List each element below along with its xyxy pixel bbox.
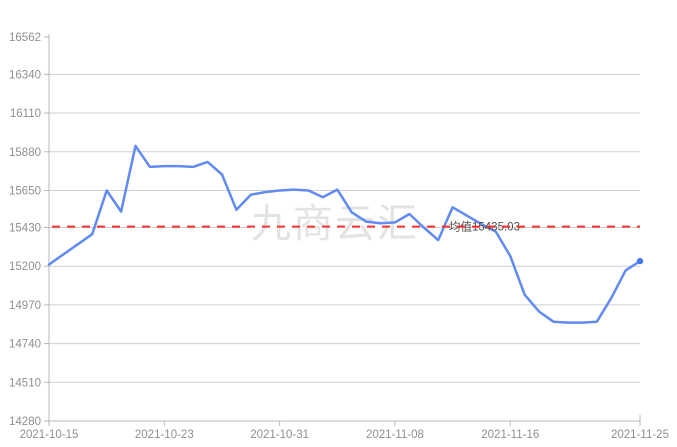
y-axis-tick-label: 15430 — [9, 222, 41, 234]
y-axis-tick-label: 15880 — [9, 147, 41, 159]
x-axis-tick-label: 2021-10-23 — [135, 429, 194, 441]
watermark-text: 九商云汇 — [251, 202, 419, 246]
price-line-end-dot — [636, 257, 644, 265]
x-axis-tick-label: 2021-11-08 — [366, 429, 424, 441]
y-axis-tick-label: 14280 — [9, 416, 41, 428]
x-axis-tick-label: 2021-10-31 — [250, 429, 309, 441]
y-axis-tick-label: 16340 — [9, 69, 41, 81]
y-axis-tick-label: 14970 — [9, 300, 41, 312]
y-axis-tick-label: 16110 — [10, 108, 41, 120]
x-axis-tick-label: 2021-10-15 — [20, 429, 79, 441]
y-axis-tick-label: 16562 — [9, 32, 41, 44]
y-axis-tick-label: 15650 — [9, 185, 41, 197]
y-axis-tick-label: 15200 — [9, 261, 41, 273]
x-axis-tick-label: 2021-11-16 — [481, 429, 539, 441]
y-axis-tick-label: 14740 — [9, 339, 41, 351]
x-axis-tick-label: 2021-11-25 — [611, 429, 669, 441]
average-line-label: 均值15435.03 — [449, 221, 520, 234]
y-axis-tick-label: 14510 — [9, 377, 41, 389]
price-line — [47, 144, 642, 324]
